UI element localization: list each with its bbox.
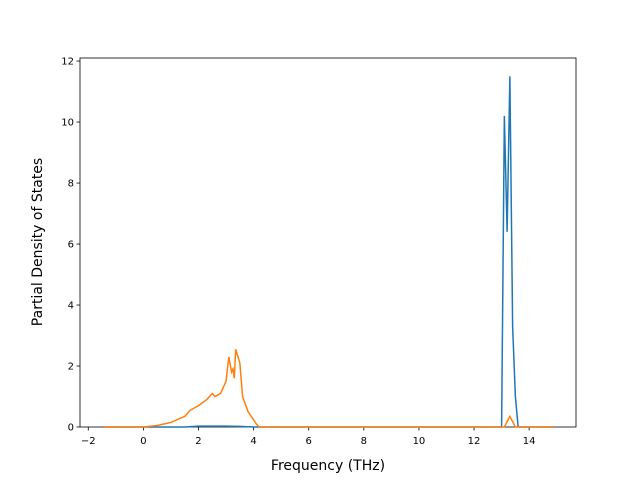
y-tick-label: 4 (68, 301, 74, 312)
x-tick-label: 10 (413, 436, 426, 447)
y-tick-label: 2 (68, 362, 74, 373)
x-tick-label: 8 (361, 436, 367, 447)
y-axis-label: Partial Density of States (30, 158, 46, 326)
x-tick-label: 12 (468, 436, 481, 447)
x-axis-label: Frequency (THz) (271, 458, 385, 474)
x-tick-label: 0 (140, 436, 146, 447)
x-tick-label: 2 (195, 436, 201, 447)
series-line (104, 76, 554, 428)
x-tick-label: 14 (523, 436, 536, 447)
y-tick-label: 6 (68, 240, 74, 251)
x-tick-label: 4 (250, 436, 256, 447)
y-tick-label: 10 (61, 118, 74, 129)
series-line (104, 349, 554, 428)
y-tick-label: 0 (68, 423, 74, 434)
x-tick-label: 6 (306, 436, 312, 447)
x-tick-label: −2 (81, 436, 96, 447)
y-tick-label: 12 (61, 57, 74, 68)
y-tick-label: 8 (68, 179, 74, 190)
